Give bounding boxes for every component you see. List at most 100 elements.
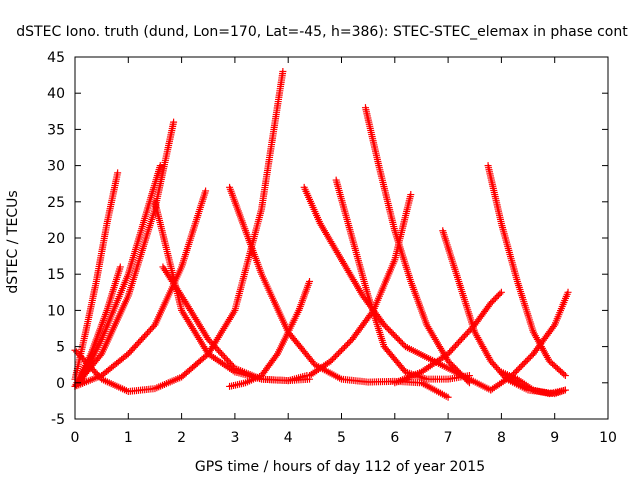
data-point [344,340,352,348]
data-point [450,363,458,371]
data-point [138,335,146,343]
data-point [487,299,495,307]
data-point [90,367,98,375]
data-point [89,366,97,374]
data-point [81,357,89,365]
data-point [80,356,88,364]
data-point [135,339,143,347]
data-point [454,339,462,347]
data-point [447,360,455,368]
data-point [327,357,335,365]
data-point [218,350,226,358]
data-point [407,191,415,199]
data-point [306,277,314,285]
data-point [464,377,472,385]
data-point [564,288,572,296]
data-point [133,340,141,348]
series-6 [151,198,311,385]
data-point [86,362,94,370]
x-tick-label: 7 [444,430,453,446]
data-point [459,373,467,381]
data-point [345,338,353,346]
data-point [139,334,147,342]
y-tick-label: 25 [47,195,65,211]
data-point [141,332,149,340]
series-16 [484,162,569,380]
data-point [463,329,471,337]
data-point [130,343,138,351]
data-point [397,338,405,346]
data-point [488,298,496,306]
data-point [452,342,460,350]
x-tick-label: 2 [177,430,186,446]
data-point [398,339,406,347]
data-point [395,336,403,344]
data-point [124,350,132,358]
data-point [126,348,134,356]
data-point [333,351,341,359]
data-point [514,365,522,373]
data-point [339,345,347,353]
data-point [78,354,86,362]
data-point [331,352,339,360]
data-point [84,361,92,369]
data-point [460,332,468,340]
data-point [560,370,568,378]
data-point [496,290,504,298]
data-point [210,342,218,350]
series-11 [306,191,415,380]
series-8 [226,183,452,401]
data-point [497,288,505,296]
data-point [456,369,464,377]
data-point [493,293,501,301]
data-point [223,356,231,364]
data-point [453,366,461,374]
data-point [83,359,91,367]
data-point [212,343,220,351]
data-point [380,321,388,329]
data-point [209,340,217,348]
data-point [148,324,156,332]
y-tick-label: 20 [47,231,65,247]
data-point [142,331,150,339]
data-point [279,67,287,75]
data-point [526,353,534,361]
data-point [149,322,157,330]
data-point [383,324,391,332]
data-point [222,355,230,363]
y-tick-label: 10 [47,303,65,319]
data-point [462,331,470,339]
data-point [114,169,122,177]
data-point [221,353,229,361]
data-point [449,362,457,370]
plot-frame [74,56,609,420]
data-point [462,376,470,384]
data-point [77,353,85,361]
data-point [388,329,396,337]
data-point [494,291,502,299]
data-point [129,345,137,353]
series-4 [71,187,210,390]
data-point [447,347,455,355]
data-point [549,323,557,331]
y-axis-label: dSTEC / TECUs [5,190,21,293]
data-point [336,348,344,356]
data-point [386,327,394,335]
data-point [95,372,103,380]
data-point [123,351,131,359]
data-point [127,347,135,355]
data-point [145,327,153,335]
data-point [446,348,454,356]
x-tick-label: 8 [497,430,506,446]
y-tick-label: 30 [47,159,65,175]
data-point [328,356,336,364]
data-point [202,187,210,195]
y-tick-label: -5 [51,412,65,428]
data-point [132,342,140,350]
series-18 [497,368,569,398]
data-point [458,371,466,379]
data-point [491,295,499,303]
data-point [452,365,460,373]
